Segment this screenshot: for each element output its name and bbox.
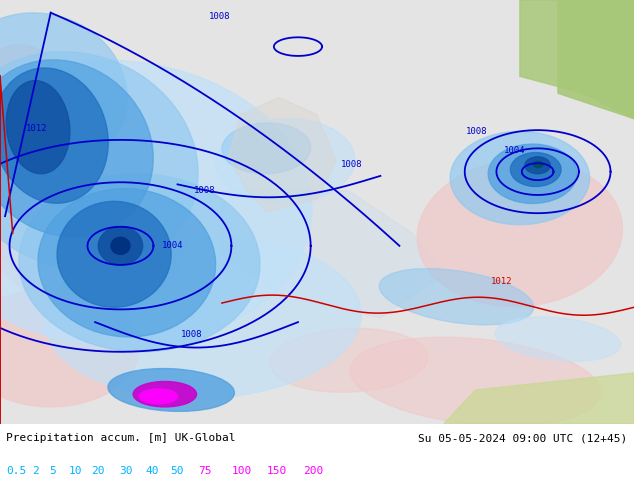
Ellipse shape: [379, 269, 534, 325]
Polygon shape: [228, 98, 336, 212]
Text: 40: 40: [146, 466, 159, 476]
Ellipse shape: [510, 152, 561, 187]
Ellipse shape: [6, 80, 70, 174]
Ellipse shape: [0, 68, 108, 203]
Text: 5: 5: [49, 466, 56, 476]
Ellipse shape: [0, 13, 127, 173]
Text: 200: 200: [303, 466, 323, 476]
Ellipse shape: [0, 45, 103, 277]
Ellipse shape: [44, 237, 361, 399]
Ellipse shape: [495, 317, 621, 361]
Text: Precipitation accum. [m] UK-Global: Precipitation accum. [m] UK-Global: [6, 434, 236, 443]
Ellipse shape: [19, 174, 260, 352]
Ellipse shape: [0, 51, 198, 270]
Text: 150: 150: [266, 466, 287, 476]
Text: 30: 30: [119, 466, 133, 476]
Polygon shape: [558, 0, 634, 119]
Ellipse shape: [57, 201, 171, 307]
Ellipse shape: [222, 123, 311, 174]
Ellipse shape: [450, 131, 590, 224]
Text: 1012: 1012: [25, 124, 47, 133]
Ellipse shape: [216, 119, 355, 203]
Ellipse shape: [111, 237, 130, 254]
Ellipse shape: [38, 189, 216, 337]
Ellipse shape: [108, 368, 235, 412]
Ellipse shape: [417, 160, 623, 307]
Text: 75: 75: [198, 466, 211, 476]
Text: 1008: 1008: [181, 330, 202, 339]
Ellipse shape: [533, 161, 543, 168]
Ellipse shape: [525, 157, 550, 174]
Polygon shape: [222, 191, 444, 318]
Polygon shape: [520, 0, 634, 119]
Ellipse shape: [0, 65, 190, 317]
Text: 10: 10: [68, 466, 82, 476]
Ellipse shape: [139, 389, 178, 404]
Ellipse shape: [488, 144, 577, 203]
Text: 1008: 1008: [341, 160, 363, 170]
Ellipse shape: [0, 60, 312, 347]
Ellipse shape: [0, 288, 139, 407]
Text: 1004: 1004: [162, 241, 183, 250]
Ellipse shape: [350, 337, 601, 426]
Text: 1008: 1008: [209, 12, 231, 21]
Ellipse shape: [98, 227, 143, 265]
Text: 50: 50: [170, 466, 183, 476]
Ellipse shape: [0, 60, 153, 237]
Text: 0.5: 0.5: [6, 466, 27, 476]
Text: 1004: 1004: [504, 146, 526, 154]
Polygon shape: [444, 373, 634, 424]
Text: 1008: 1008: [193, 186, 215, 195]
Text: Su 05-05-2024 09:00 UTC (12+45): Su 05-05-2024 09:00 UTC (12+45): [418, 434, 628, 443]
Text: 1008: 1008: [466, 126, 488, 136]
Ellipse shape: [269, 328, 428, 392]
Text: 2: 2: [32, 466, 39, 476]
Text: 100: 100: [231, 466, 252, 476]
Ellipse shape: [133, 381, 197, 407]
Text: 20: 20: [91, 466, 104, 476]
Text: 1012: 1012: [491, 277, 513, 286]
